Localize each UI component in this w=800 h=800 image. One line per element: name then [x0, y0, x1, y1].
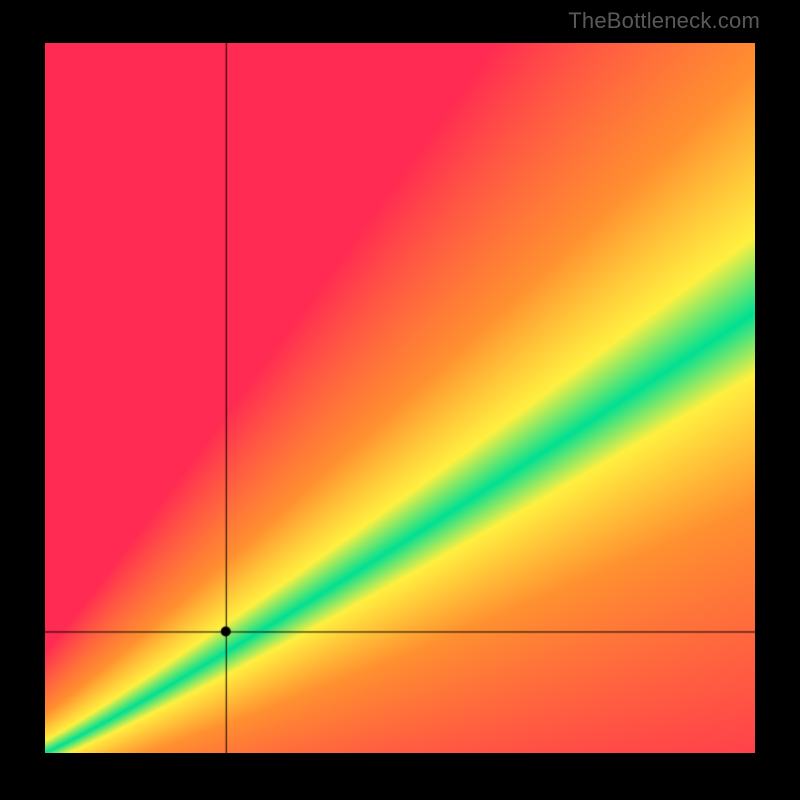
- bottleneck-heatmap: [45, 43, 755, 753]
- attribution-text: TheBottleneck.com: [568, 8, 760, 34]
- heatmap-canvas: [45, 43, 755, 753]
